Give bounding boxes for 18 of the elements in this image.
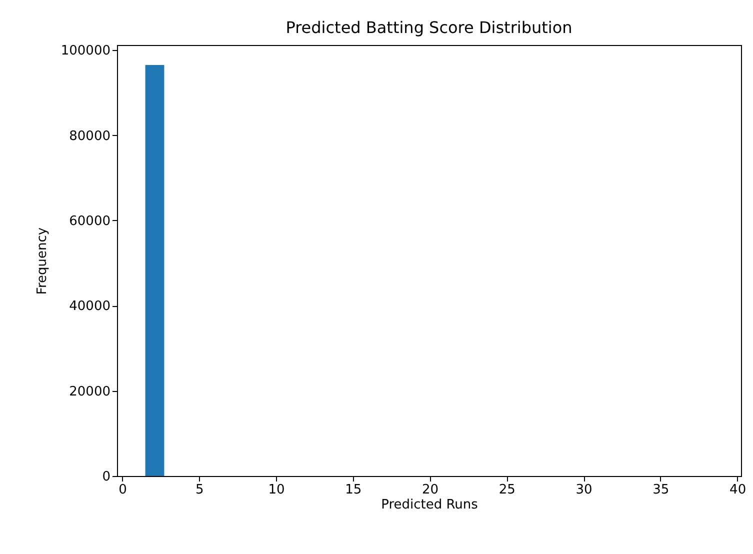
x-tick-label: 25 xyxy=(498,482,516,498)
y-tick-label: 40000 xyxy=(69,299,110,314)
y-tick-label: 100000 xyxy=(60,44,110,59)
x-tick-label: 10 xyxy=(268,482,285,498)
y-tick-label: 80000 xyxy=(69,128,110,144)
y-tick-label: 60000 xyxy=(69,214,110,229)
x-tick-label: 20 xyxy=(422,482,439,498)
y-tick-label: 20000 xyxy=(69,384,110,400)
x-tick-label: 5 xyxy=(195,482,204,498)
x-tick-label: 35 xyxy=(652,482,670,498)
x-tick-label: 15 xyxy=(345,482,362,498)
y-tick-label: 0 xyxy=(102,470,110,484)
x-tick-label: 30 xyxy=(576,482,592,498)
x-tick-label: 40 xyxy=(730,482,746,498)
x-axis-title: Predicted Runs xyxy=(381,498,478,512)
x-tick-label: 0 xyxy=(118,482,127,498)
chart-title: Predicted Batting Score Distribution xyxy=(286,18,572,38)
y-axis-title: Frequency xyxy=(34,227,50,295)
